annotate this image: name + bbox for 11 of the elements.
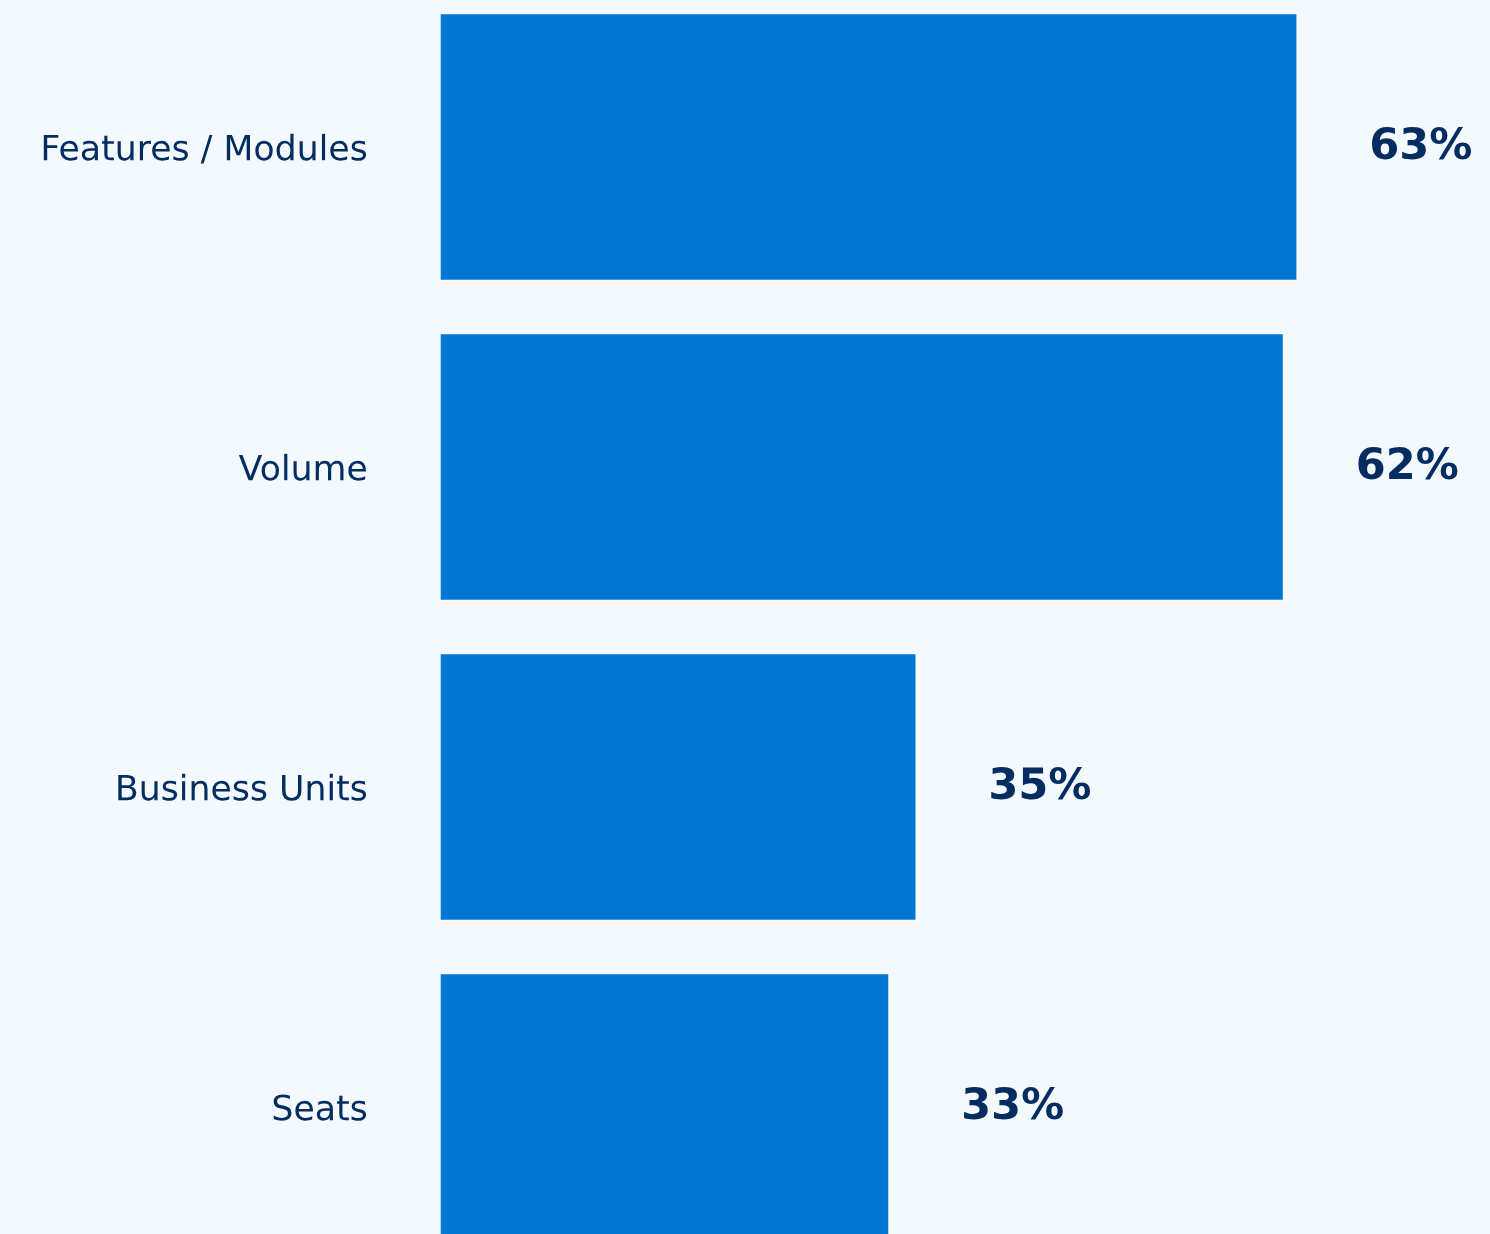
data-label: 62%	[1358, 446, 1458, 480]
y-tick-label: Seats	[273, 1094, 367, 1121]
y-tick-label: Volume	[238, 453, 366, 481]
data-label: 63%	[1372, 126, 1472, 160]
bar	[440, 652, 917, 922]
bar	[440, 12, 1298, 282]
y-tick-label: Features / Modules	[43, 133, 367, 164]
data-label: 33%	[964, 1086, 1063, 1120]
y-tick-label: Business Units	[118, 773, 367, 801]
bar	[440, 332, 1285, 602]
data-label: 35%	[991, 766, 1091, 800]
